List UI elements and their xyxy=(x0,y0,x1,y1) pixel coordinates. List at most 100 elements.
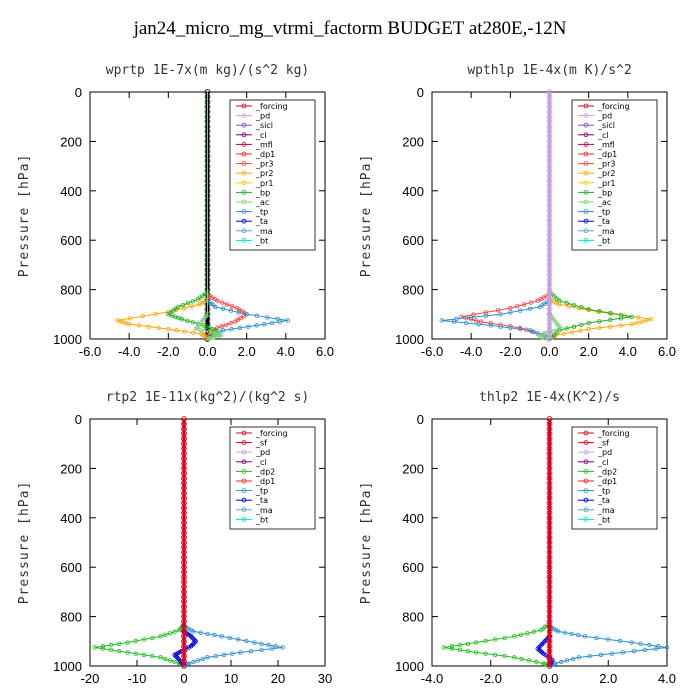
y-axis-label: Pressure [hPa] xyxy=(359,154,374,278)
series-marker xyxy=(192,640,197,645)
series-marker xyxy=(457,647,463,653)
series-marker xyxy=(569,631,574,637)
series-marker xyxy=(185,300,191,306)
series-marker xyxy=(259,641,264,646)
series-marker xyxy=(190,642,195,648)
legend-label: _dp1 xyxy=(255,150,275,159)
series-marker xyxy=(579,322,584,327)
series-marker xyxy=(608,324,613,329)
series-marker xyxy=(508,305,513,311)
legend-marker xyxy=(583,151,589,157)
y-tick-label: 0 xyxy=(75,85,82,100)
x-tick-label: 4.0 xyxy=(277,344,295,359)
series-marker xyxy=(586,326,591,332)
series-marker xyxy=(188,634,194,639)
series-marker xyxy=(174,328,179,333)
plot-frame xyxy=(89,418,326,667)
series-marker xyxy=(229,304,235,309)
legend-marker xyxy=(241,507,247,513)
series-marker xyxy=(193,639,198,644)
series-marker xyxy=(166,326,171,332)
series-marker xyxy=(618,316,624,321)
series-marker xyxy=(439,318,444,323)
y-tick-label: 0 xyxy=(417,85,424,100)
y-tick-label: 0 xyxy=(417,412,424,427)
legend-label: _bt xyxy=(255,236,268,245)
series-marker xyxy=(483,651,488,656)
series-marker xyxy=(538,627,543,633)
series-marker xyxy=(465,641,471,646)
legend-label: _ma xyxy=(597,506,615,515)
legend-label: _dp2 xyxy=(597,467,617,476)
series-marker xyxy=(638,641,643,646)
legend-label: _sf xyxy=(597,439,609,448)
legend-marker xyxy=(241,237,247,243)
series-marker xyxy=(212,632,217,638)
legend-marker xyxy=(583,141,589,147)
series-marker xyxy=(206,329,212,335)
x-tick-label: -2.0 xyxy=(480,671,502,686)
legend-label: _bt xyxy=(597,236,610,245)
series-marker xyxy=(554,300,560,306)
x-tick-label: -6.0 xyxy=(79,344,101,359)
legend-marker xyxy=(241,228,247,234)
series-marker xyxy=(191,629,196,634)
series-marker xyxy=(518,632,524,638)
series-marker xyxy=(146,324,151,329)
x-tick-label: 4.0 xyxy=(619,344,637,359)
series-marker xyxy=(468,315,474,320)
series-marker xyxy=(527,328,533,333)
series-marker xyxy=(597,325,602,331)
series-marker xyxy=(537,304,542,310)
series-marker xyxy=(471,312,476,317)
series-marker xyxy=(125,650,130,655)
y-tick-label: 800 xyxy=(60,610,82,625)
series-marker xyxy=(546,663,553,669)
legend-marker xyxy=(241,180,247,186)
panel-title: rtp2 1E-11x(kg^2)/(kg^2 s) xyxy=(106,390,310,405)
series-marker xyxy=(182,329,188,334)
series-marker xyxy=(618,323,624,328)
series-marker xyxy=(117,641,122,646)
series-marker xyxy=(608,317,613,323)
series-marker xyxy=(167,631,173,636)
series-marker xyxy=(219,300,225,305)
y-axis-label: Pressure [hPa] xyxy=(17,154,32,278)
y-tick-label: 800 xyxy=(60,283,82,298)
series-marker xyxy=(564,300,569,306)
series-marker xyxy=(553,627,559,633)
legend-marker xyxy=(241,103,247,109)
series-marker xyxy=(552,299,557,305)
series-marker xyxy=(262,321,267,327)
series-marker xyxy=(177,627,182,633)
legend-marker xyxy=(241,113,247,118)
x-tick-label: -2.0 xyxy=(499,344,521,359)
series-marker xyxy=(166,309,171,315)
series-marker xyxy=(514,304,520,309)
series-marker xyxy=(117,648,122,654)
series-marker xyxy=(223,322,229,327)
series-marker xyxy=(224,302,230,307)
legend-label: _tp xyxy=(255,208,268,217)
legend-label: _cl xyxy=(597,131,609,140)
legend-label: _ta xyxy=(255,217,268,226)
series-marker xyxy=(216,333,221,339)
legend-marker xyxy=(583,459,589,465)
legend-label: _pd xyxy=(255,448,270,457)
series-marker xyxy=(275,316,280,322)
series-marker xyxy=(150,635,155,641)
legend-marker xyxy=(241,517,247,522)
series-marker xyxy=(269,320,275,326)
series-marker xyxy=(232,319,238,324)
series-marker xyxy=(559,659,564,665)
legend-marker xyxy=(583,449,589,455)
series-marker xyxy=(136,323,142,328)
series-marker xyxy=(140,313,146,319)
series-marker xyxy=(190,299,196,304)
x-tick-label: 2.0 xyxy=(238,344,256,359)
legend-label: _pd xyxy=(597,448,612,457)
series-marker xyxy=(219,333,224,338)
series-marker xyxy=(195,297,200,302)
legend-marker xyxy=(241,122,247,128)
series-marker xyxy=(133,651,139,656)
